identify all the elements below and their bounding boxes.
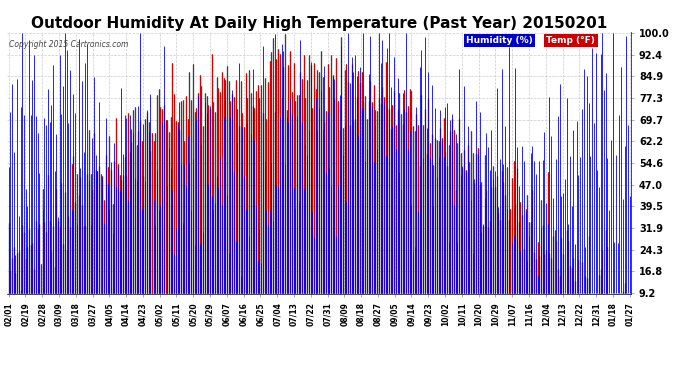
Text: Copyright 2015 Cartronics.com: Copyright 2015 Cartronics.com — [9, 40, 128, 49]
Title: Outdoor Humidity At Daily High Temperature (Past Year) 20150201: Outdoor Humidity At Daily High Temperatu… — [31, 16, 607, 31]
Text: Humidity (%): Humidity (%) — [466, 36, 533, 45]
Text: Temp (°F): Temp (°F) — [546, 36, 595, 45]
